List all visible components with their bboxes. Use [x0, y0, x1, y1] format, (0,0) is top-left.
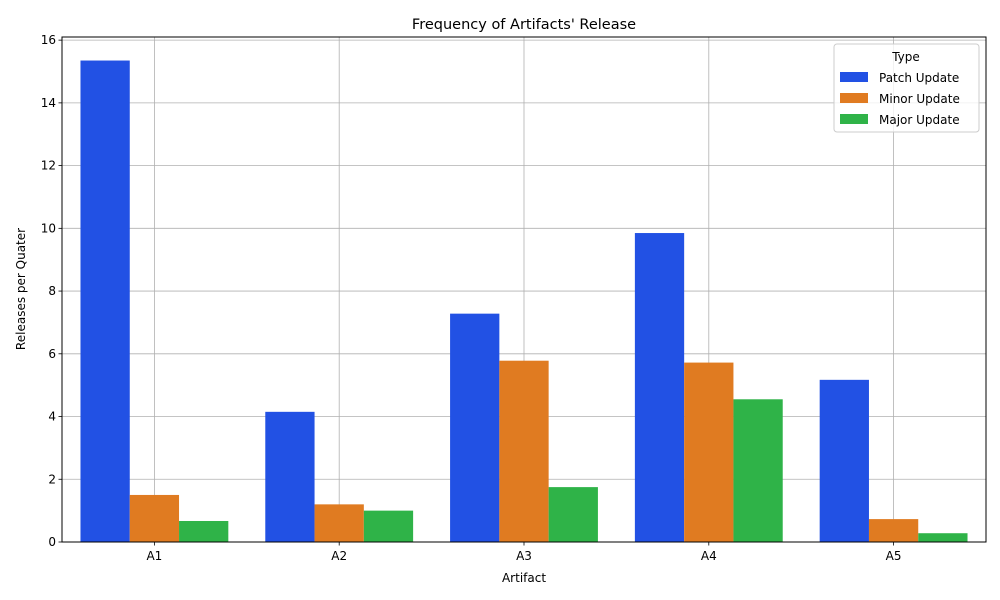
- y-tick-label: 4: [48, 410, 56, 424]
- legend-swatch: [840, 114, 868, 124]
- legend-swatch: [840, 93, 868, 103]
- y-tick-label: 6: [48, 347, 56, 361]
- x-tick-label: A4: [701, 549, 717, 563]
- y-axis-ticks: 0 2 4 6 8 10 12 14 16: [41, 33, 62, 549]
- bar-patch-update-a1: [80, 60, 130, 543]
- bar-minor-update-a5: [868, 519, 919, 542]
- x-tick-label: A3: [516, 549, 532, 563]
- bar-patch-update-a4: [634, 233, 685, 542]
- legend-label: Patch Update: [879, 71, 959, 85]
- bar-patch-update-a3: [450, 313, 500, 542]
- bar-patch-update-a2: [265, 411, 315, 542]
- y-tick-label: 12: [41, 159, 56, 173]
- x-axis-label: Artifact: [502, 571, 546, 585]
- x-tick-label: A2: [331, 549, 347, 563]
- bar-minor-update-a1: [129, 494, 180, 542]
- y-tick-label: 2: [48, 472, 56, 486]
- y-tick-label: 8: [48, 284, 56, 298]
- bar-minor-update-a2: [314, 504, 364, 542]
- y-tick-label: 14: [41, 96, 56, 110]
- x-tick-label: A5: [886, 549, 902, 563]
- x-axis-ticks: A1 A2 A3 A4 A5: [146, 542, 902, 563]
- bar-patch-update-a5: [819, 379, 869, 542]
- chart-title: Frequency of Artifacts' Release: [412, 17, 636, 33]
- legend-label: Minor Update: [879, 92, 960, 106]
- y-tick-label: 16: [41, 33, 56, 47]
- y-tick-label: 0: [48, 535, 56, 549]
- legend-box: [833, 43, 980, 133]
- y-tick-label: 10: [41, 221, 56, 235]
- bar-minor-update-a3: [499, 360, 549, 542]
- legend-title: Type: [891, 50, 920, 64]
- bar-major-update-a5: [918, 533, 968, 542]
- legend-swatch: [840, 72, 868, 82]
- bar-major-update-a4: [733, 399, 783, 542]
- x-tick-label: A1: [146, 549, 162, 563]
- y-axis-label: Releases per Quater: [14, 228, 28, 350]
- bar-minor-update-a4: [684, 362, 734, 542]
- bar-major-update-a3: [548, 487, 598, 542]
- legend-label: Major Update: [879, 113, 960, 127]
- bar-major-update-a2: [363, 510, 414, 542]
- bars: [80, 60, 968, 543]
- legend: Type Patch Update Minor Update Major Updat…: [833, 43, 980, 133]
- bar-major-update-a1: [179, 520, 229, 542]
